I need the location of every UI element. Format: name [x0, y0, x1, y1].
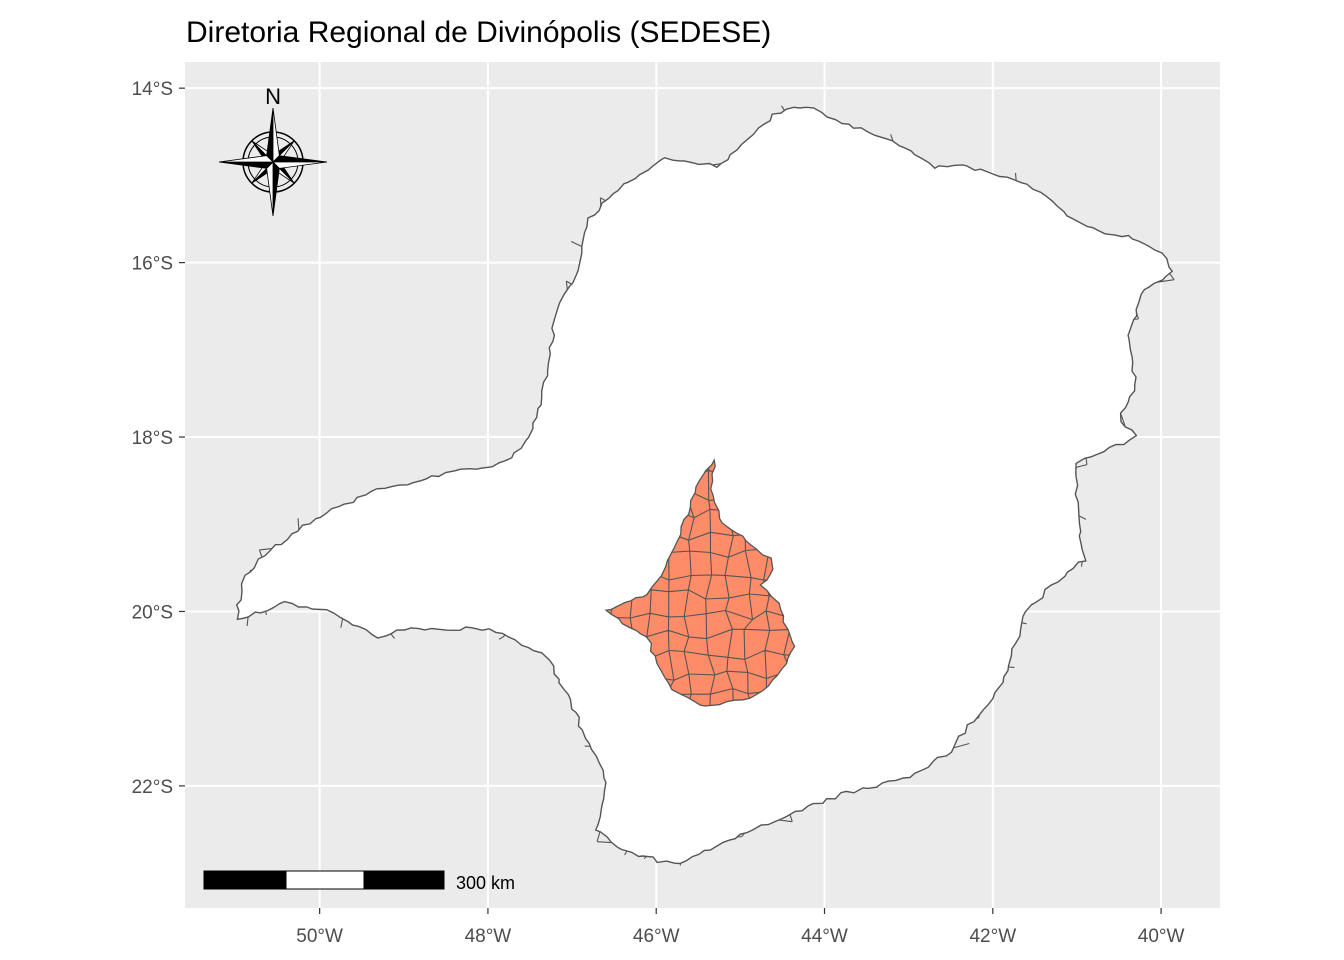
y-tick-label: 14°S	[132, 79, 173, 100]
y-tick-label: 22°S	[132, 777, 173, 798]
x-tick-label: 42°W	[969, 926, 1016, 947]
y-tick-label: 20°S	[132, 602, 173, 623]
highlight-outline	[604, 458, 796, 707]
map-title: Diretoria Regional de Divinópolis (SEDES…	[186, 16, 771, 49]
scale-bar-segment-2	[285, 870, 365, 890]
scale-bar-segment-1	[203, 870, 287, 890]
x-tick-label: 40°W	[1138, 926, 1185, 947]
x-tick-label: 50°W	[296, 926, 343, 947]
compass-star-icon	[218, 107, 328, 217]
y-tick-label: 18°S	[132, 428, 173, 449]
x-axis: 50°W 48°W 46°W 44°W 42°W 40°W	[296, 908, 1184, 947]
scale-bar: 300 km	[203, 870, 515, 893]
y-axis: 14°S 16°S 18°S 20°S 22°S	[132, 79, 185, 798]
scale-bar-segment-3	[363, 870, 445, 890]
north-arrow: N	[218, 84, 328, 217]
x-tick-label: 46°W	[633, 926, 680, 947]
y-tick-label: 16°S	[132, 254, 173, 275]
highlight-fill	[606, 460, 795, 706]
scale-bar-label: 300 km	[456, 873, 515, 893]
x-tick-label: 44°W	[801, 926, 848, 947]
x-tick-label: 48°W	[465, 926, 512, 947]
north-label: N	[265, 84, 281, 109]
